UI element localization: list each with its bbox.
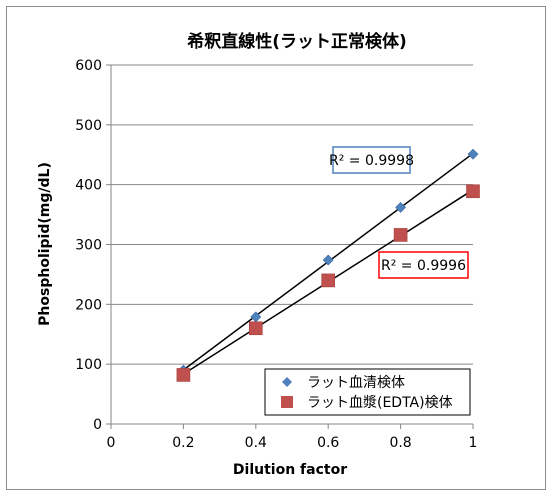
r2-label-series-0: R² = 0.9998	[329, 153, 414, 169]
data-point-series-0	[322, 254, 334, 266]
r2-label-series-1: R² = 0.9996	[381, 258, 466, 274]
data-point-series-1	[393, 228, 408, 242]
x-axis-title: Dilution factor	[233, 462, 347, 478]
y-axis-title: Phospholipid(mg/dL)	[37, 162, 53, 326]
axis-layer: 0 100 200 300 400 500 600 0 0.2 0.4 0.6 0.8 1	[75, 58, 477, 451]
y-tick-label: 500	[75, 118, 102, 134]
x-tick-label: 0	[107, 435, 116, 451]
data-point-series-1	[321, 273, 336, 288]
y-tick-label: 300	[75, 238, 102, 254]
chart-frame: 希釈直線性(ラット正常検体) 0 100 200 300 400 500 600 0 0.2 0.…	[6, 6, 546, 490]
y-tick-label: 0	[93, 417, 102, 433]
data-point-series-1	[466, 184, 480, 199]
r2-layer: R² = 0.9998 R² = 0.9996	[329, 146, 469, 279]
y-tick-label: 100	[75, 357, 102, 373]
point-layer	[176, 148, 480, 382]
data-point-series-1	[176, 368, 191, 382]
x-tick-label: 1	[469, 435, 478, 451]
x-tick-label: 0.2	[172, 435, 194, 451]
y-tick-label: 200	[75, 297, 102, 313]
x-tick-label: 0.4	[245, 435, 267, 451]
chart-title: 希釈直線性(ラット正常検体)	[187, 31, 407, 52]
x-tick-label: 0.6	[317, 435, 339, 451]
legend-label-series-1: ラット血漿(EDTA)検体	[307, 395, 453, 411]
r2-box-series-0	[332, 146, 411, 174]
y-tick-label: 400	[75, 178, 102, 194]
legend-marker-series-0	[282, 377, 292, 387]
legend-box	[264, 368, 471, 416]
grid-layer	[111, 64, 473, 365]
data-point-series-0	[467, 148, 479, 160]
data-point-series-1	[249, 321, 263, 336]
r2-box-series-1	[378, 251, 469, 279]
chart-svg: 希釈直線性(ラット正常検体) 0 100 200 300 400 500 600 0 0.2 0.…	[37, 31, 480, 478]
y-tick-label: 600	[75, 58, 102, 74]
x-tick-label: 0.8	[389, 435, 411, 451]
legend-marker-series-1	[281, 396, 293, 408]
data-point-series-0	[395, 201, 407, 213]
legend-label-series-0: ラット血清検体	[307, 375, 405, 391]
